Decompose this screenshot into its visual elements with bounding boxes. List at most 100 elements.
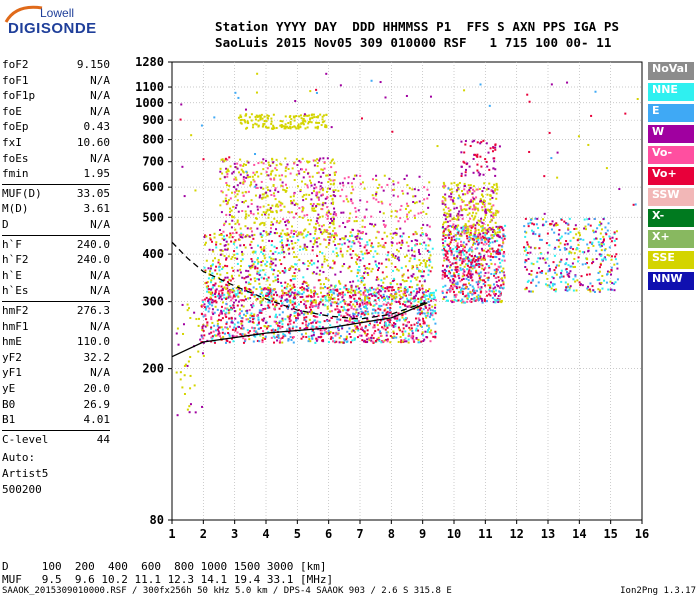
echo-point bbox=[270, 210, 273, 213]
echo-point bbox=[582, 238, 585, 241]
echo-point bbox=[207, 267, 210, 270]
param-key: M(D) bbox=[2, 202, 29, 216]
echo-point bbox=[233, 295, 236, 298]
echo-point bbox=[607, 222, 610, 225]
echo-point bbox=[324, 126, 327, 129]
echo-point bbox=[268, 306, 271, 309]
echo-point bbox=[243, 295, 246, 298]
x-tick-label: 4 bbox=[262, 527, 269, 541]
echo-point bbox=[426, 314, 429, 317]
echo-point bbox=[267, 203, 270, 206]
echo-point bbox=[551, 220, 554, 223]
echo-point bbox=[356, 229, 359, 232]
echo-point bbox=[273, 231, 276, 234]
echo-point bbox=[401, 340, 404, 343]
param-key: foF2 bbox=[2, 58, 29, 71]
echo-point bbox=[498, 228, 501, 231]
echo-point bbox=[549, 286, 552, 289]
echo-point bbox=[317, 196, 320, 199]
echo-point bbox=[346, 340, 349, 343]
echo-point bbox=[400, 204, 403, 207]
echo-point bbox=[221, 289, 224, 292]
echo-point bbox=[348, 291, 351, 294]
echo-point bbox=[361, 219, 364, 222]
echo-point bbox=[414, 244, 417, 247]
echo-point bbox=[316, 217, 319, 220]
param-row: foF2 9.150 bbox=[2, 58, 110, 72]
echo-point bbox=[294, 230, 297, 233]
echo-point bbox=[605, 167, 608, 170]
echo-point bbox=[317, 181, 320, 184]
echo-point bbox=[442, 298, 445, 301]
echo-point bbox=[422, 223, 425, 226]
echo-point bbox=[444, 240, 447, 243]
echo-point bbox=[456, 268, 459, 271]
echo-point bbox=[230, 209, 233, 212]
echo-point bbox=[543, 212, 546, 215]
echo-point bbox=[372, 197, 375, 200]
echo-point bbox=[480, 241, 483, 244]
x-tick-label: 5 bbox=[294, 527, 301, 541]
echo-point bbox=[591, 243, 594, 246]
echo-point bbox=[475, 281, 478, 284]
echo-point bbox=[394, 314, 397, 317]
echo-point bbox=[302, 118, 305, 121]
echo-point bbox=[337, 311, 340, 314]
echo-point bbox=[259, 269, 262, 272]
echo-point bbox=[344, 319, 347, 322]
echo-point bbox=[343, 238, 346, 241]
echo-point bbox=[294, 241, 297, 244]
echo-point bbox=[348, 217, 351, 220]
echo-point bbox=[482, 268, 485, 271]
echo-point bbox=[531, 279, 534, 282]
echo-point bbox=[475, 258, 478, 261]
echo-point bbox=[497, 235, 500, 238]
echo-point bbox=[377, 336, 380, 339]
echo-point bbox=[528, 273, 531, 276]
echo-point bbox=[226, 173, 229, 176]
param-row: D N/A bbox=[2, 218, 110, 232]
echo-point bbox=[496, 211, 499, 214]
echo-point bbox=[260, 236, 263, 239]
echo-point bbox=[379, 290, 382, 293]
echo-point bbox=[426, 188, 429, 191]
echo-point bbox=[474, 230, 477, 233]
echo-point bbox=[379, 308, 382, 311]
echo-point bbox=[373, 308, 376, 311]
echo-point bbox=[601, 274, 604, 277]
echo-point bbox=[492, 204, 495, 207]
echo-point bbox=[411, 267, 414, 270]
echo-point bbox=[270, 292, 273, 295]
echo-point bbox=[417, 317, 420, 320]
echo-point bbox=[598, 223, 601, 226]
echo-point bbox=[485, 211, 488, 214]
echo-point bbox=[229, 207, 232, 210]
echo-point bbox=[361, 232, 364, 235]
echo-point bbox=[267, 301, 270, 304]
echo-point bbox=[286, 239, 289, 242]
echo-point bbox=[202, 300, 205, 303]
echo-point bbox=[204, 314, 207, 317]
echo-point bbox=[316, 316, 319, 319]
echo-point bbox=[560, 275, 563, 278]
echo-point bbox=[259, 246, 262, 249]
echo-point bbox=[347, 319, 350, 322]
echo-point bbox=[231, 216, 234, 219]
echo-point bbox=[226, 265, 229, 268]
echo-point bbox=[256, 170, 259, 173]
echo-point bbox=[464, 230, 467, 233]
echo-point bbox=[309, 289, 312, 292]
y-tick-label: 300 bbox=[142, 295, 164, 309]
echo-point bbox=[334, 244, 337, 247]
echo-point bbox=[367, 289, 370, 292]
echo-point bbox=[566, 81, 569, 84]
echo-point bbox=[457, 231, 460, 234]
echo-point bbox=[287, 323, 290, 326]
echo-point bbox=[327, 341, 330, 344]
echo-point bbox=[348, 314, 351, 317]
echo-point bbox=[238, 223, 241, 226]
echo-point bbox=[376, 252, 379, 255]
echo-point bbox=[202, 329, 205, 332]
echo-point bbox=[243, 201, 246, 204]
echo-point bbox=[449, 247, 452, 250]
